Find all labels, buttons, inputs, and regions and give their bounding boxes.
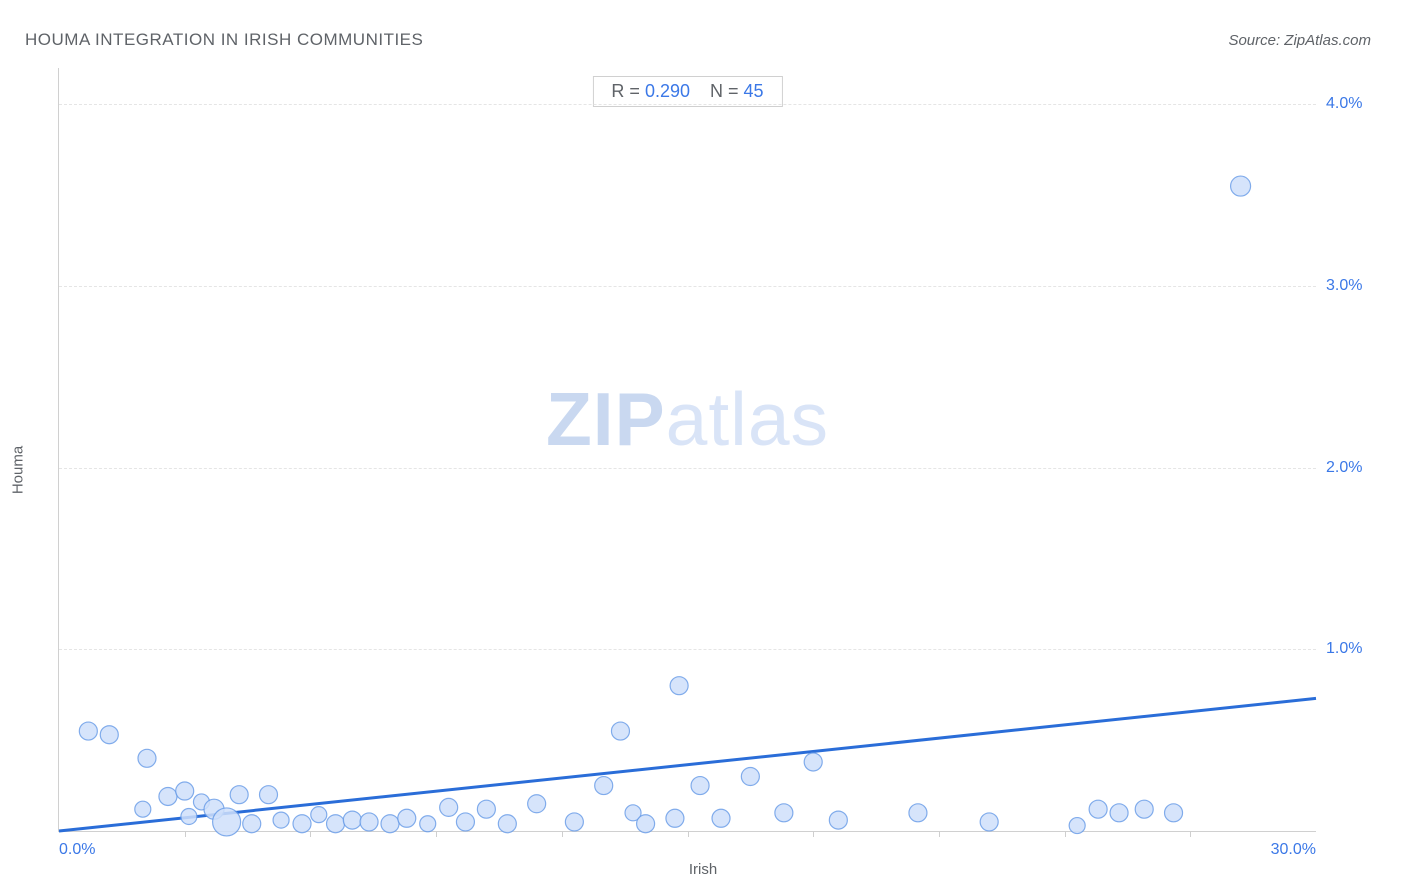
x-tick-mark — [185, 831, 186, 837]
data-point — [1135, 800, 1153, 818]
y-tick-label: 2.0% — [1326, 459, 1386, 477]
data-point — [565, 813, 583, 831]
data-point — [181, 808, 197, 824]
data-point — [528, 795, 546, 813]
data-point — [691, 777, 709, 795]
x-tick-mark — [1190, 831, 1191, 837]
data-point — [343, 811, 361, 829]
data-point — [1165, 804, 1183, 822]
data-point — [775, 804, 793, 822]
data-point — [666, 809, 684, 827]
data-point — [670, 677, 688, 695]
scatter-svg — [59, 68, 1316, 831]
data-point — [980, 813, 998, 831]
data-point — [159, 787, 177, 805]
data-point — [498, 815, 516, 833]
x-tick-label: 30.0% — [1271, 841, 1316, 859]
data-point — [213, 808, 241, 836]
x-tick-mark — [436, 831, 437, 837]
data-point — [440, 798, 458, 816]
data-point — [1110, 804, 1128, 822]
y-axis-label: Houma — [10, 446, 27, 494]
data-point — [360, 813, 378, 831]
gridline — [59, 104, 1316, 105]
x-tick-mark — [688, 831, 689, 837]
data-point — [456, 813, 474, 831]
data-point — [1231, 176, 1251, 196]
x-axis-label: Irish — [689, 861, 717, 878]
data-point — [311, 807, 327, 823]
y-tick-label: 3.0% — [1326, 277, 1386, 295]
data-point — [327, 815, 345, 833]
x-tick-mark — [562, 831, 563, 837]
data-point — [176, 782, 194, 800]
data-point — [381, 815, 399, 833]
data-point — [741, 768, 759, 786]
data-point — [595, 777, 613, 795]
data-point — [611, 722, 629, 740]
x-tick-label: 0.0% — [59, 841, 95, 859]
data-point — [477, 800, 495, 818]
y-tick-label: 4.0% — [1326, 95, 1386, 113]
data-point — [712, 809, 730, 827]
data-point — [138, 749, 156, 767]
chart-container: Houma Irish ZIPatlas R = 0.290 N = 45 1.… — [10, 60, 1396, 880]
gridline — [59, 649, 1316, 650]
data-point — [243, 815, 261, 833]
data-point — [398, 809, 416, 827]
source-label: Source: ZipAtlas.com — [1228, 32, 1371, 49]
data-point — [100, 726, 118, 744]
gridline — [59, 286, 1316, 287]
data-point — [909, 804, 927, 822]
plot-area: ZIPatlas R = 0.290 N = 45 1.0%2.0%3.0%4.… — [58, 68, 1316, 832]
data-point — [420, 816, 436, 832]
data-point — [637, 815, 655, 833]
data-point — [293, 815, 311, 833]
data-point — [135, 801, 151, 817]
data-point — [1089, 800, 1107, 818]
x-tick-mark — [939, 831, 940, 837]
data-point — [1069, 818, 1085, 834]
data-point — [230, 786, 248, 804]
data-point — [273, 812, 289, 828]
x-tick-mark — [1065, 831, 1066, 837]
data-point — [260, 786, 278, 804]
gridline — [59, 468, 1316, 469]
data-point — [829, 811, 847, 829]
x-tick-mark — [813, 831, 814, 837]
data-point — [804, 753, 822, 771]
chart-title: HOUMA INTEGRATION IN IRISH COMMUNITIES — [25, 30, 423, 50]
data-point — [79, 722, 97, 740]
y-tick-label: 1.0% — [1326, 640, 1386, 658]
x-tick-mark — [310, 831, 311, 837]
